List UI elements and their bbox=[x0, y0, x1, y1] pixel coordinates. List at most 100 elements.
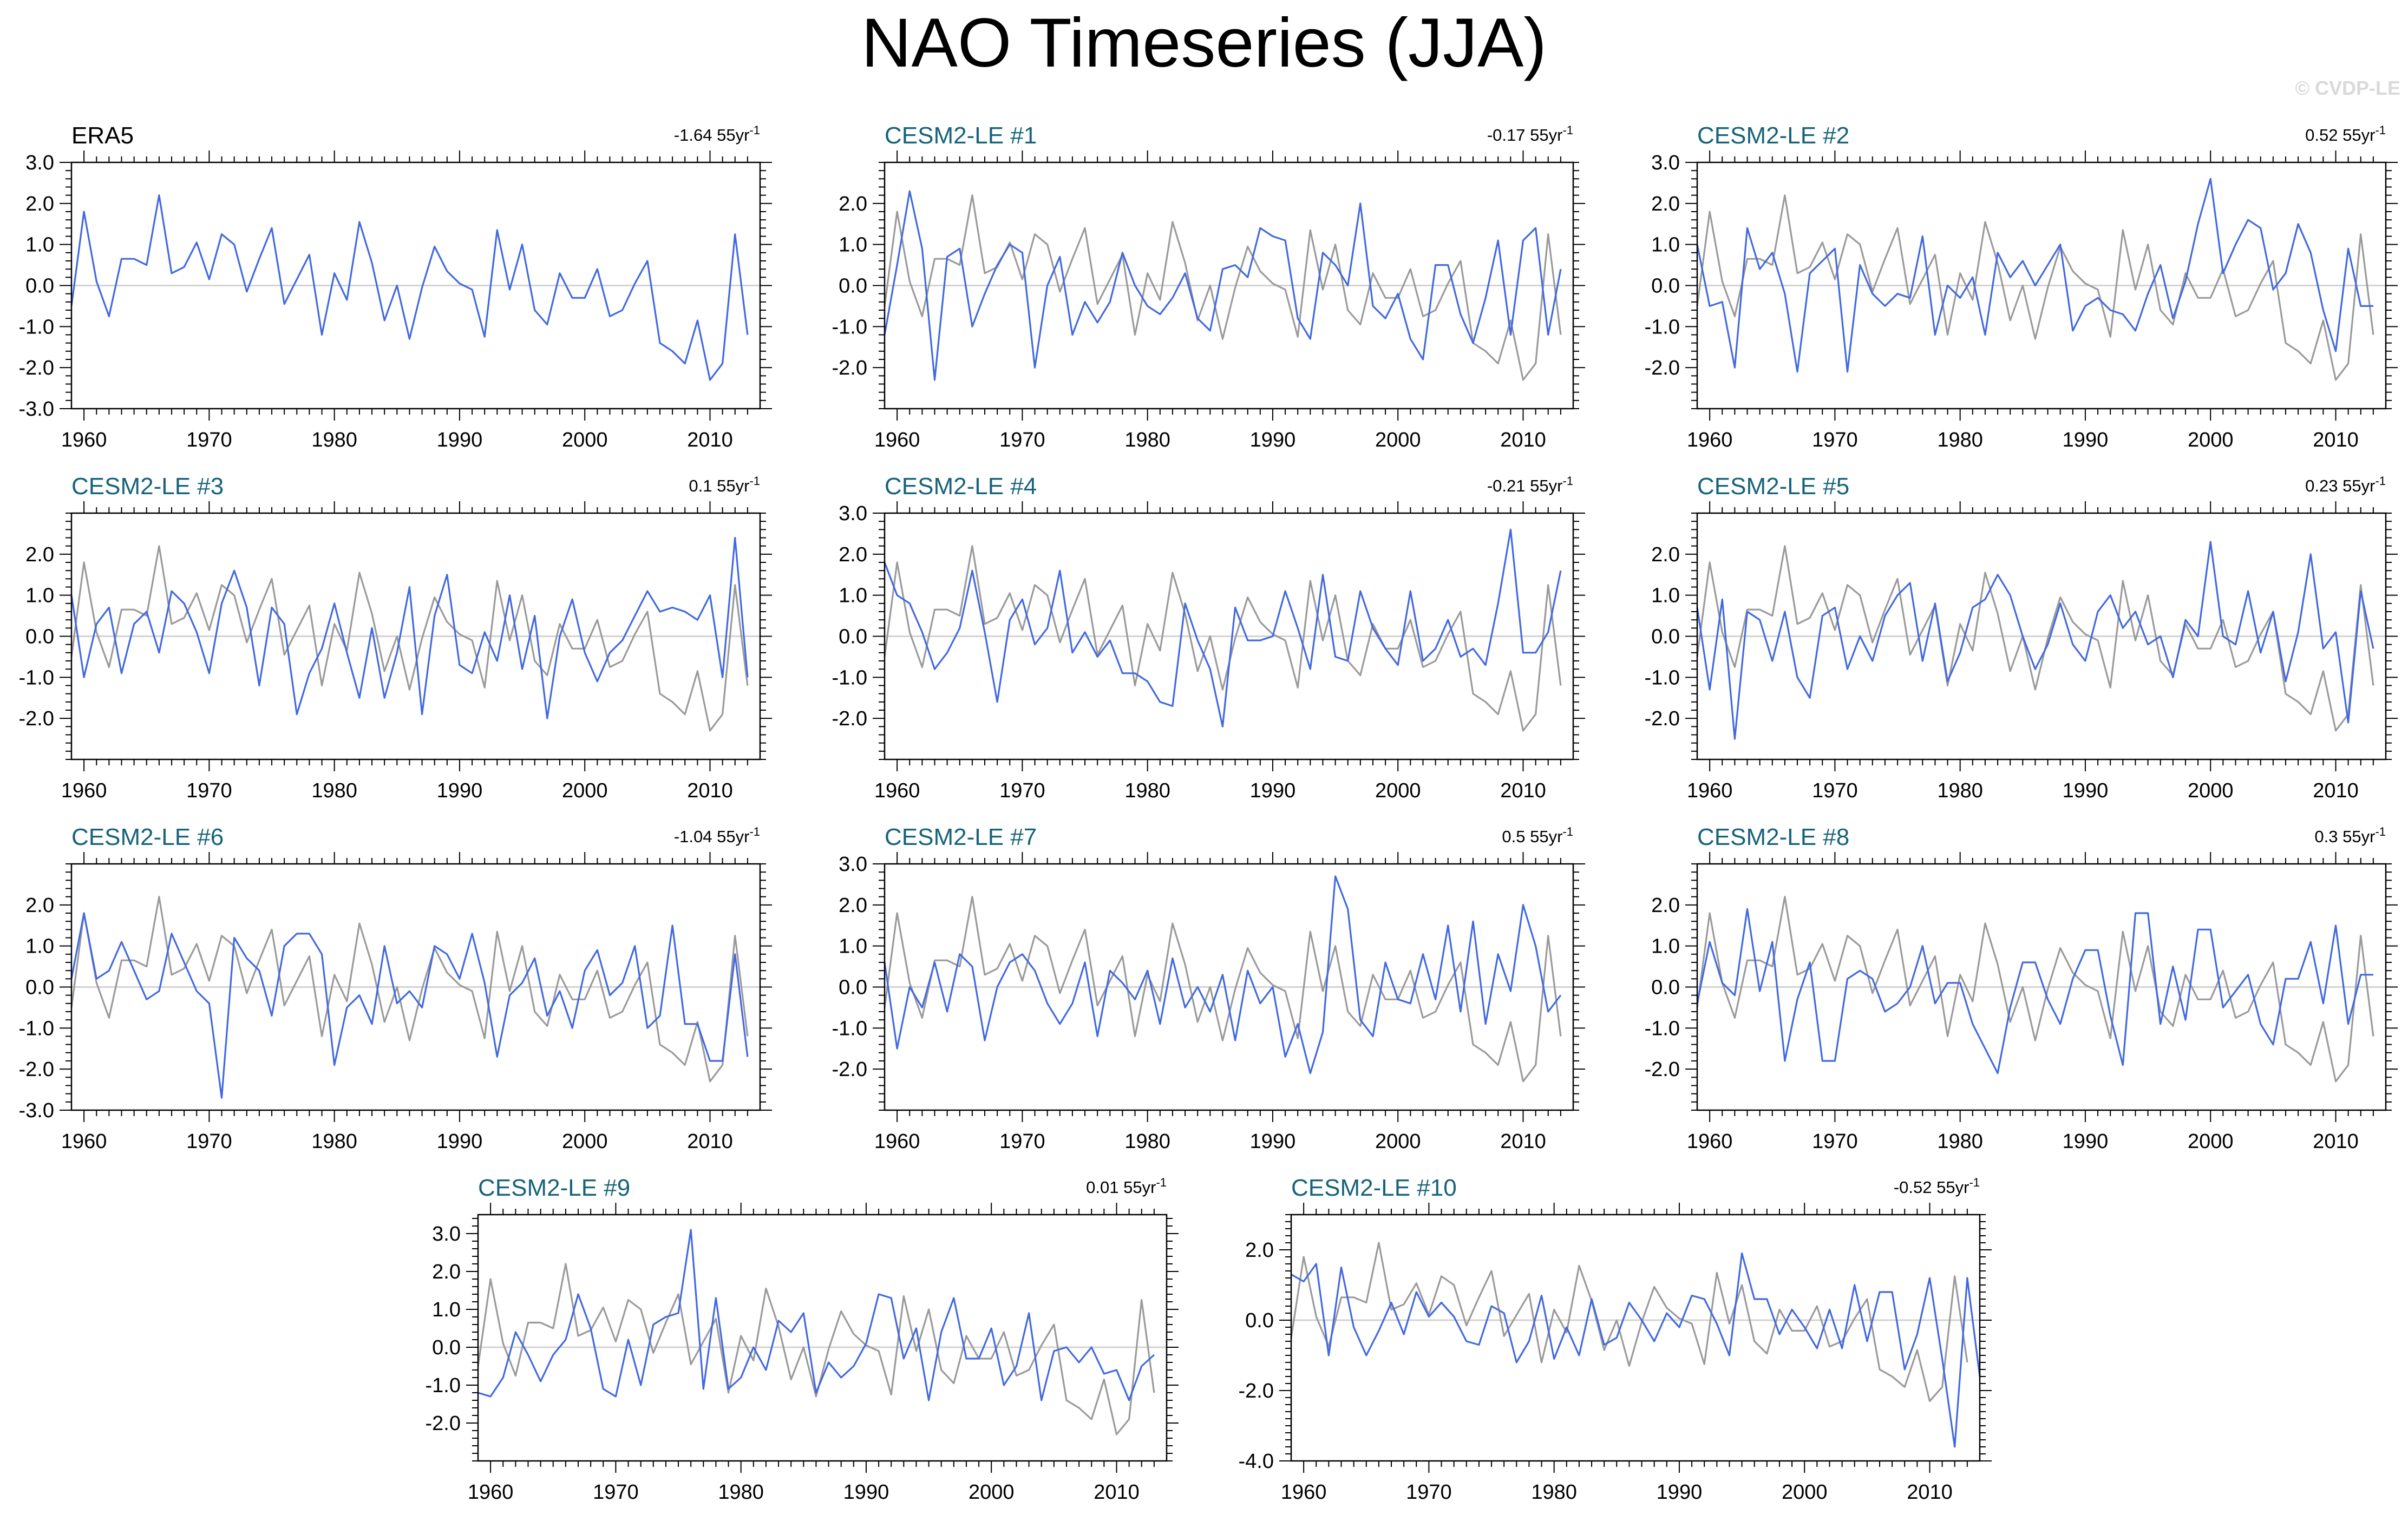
x-tick-label: 1960 bbox=[61, 1130, 107, 1153]
y-tick-label: 2.0 bbox=[25, 894, 54, 917]
x-tick-label: 1960 bbox=[874, 779, 920, 802]
x-tick-label: 1970 bbox=[186, 1130, 232, 1153]
x-tick-label: 1980 bbox=[311, 429, 357, 451]
chart-panel: -4.0 -2.0 0.0 2.0 1960 1970 1980 1990 2000 2010 CE… bbox=[1239, 1175, 1992, 1504]
y-tick-label: 2.0 bbox=[1651, 543, 1680, 566]
chart-panel: -2.0 -1.0 0.0 1.0 2.0 1960 1970 1980 1990 2000 201… bbox=[1645, 473, 2398, 802]
y-tick-label: -2.0 bbox=[832, 357, 867, 379]
obs-series-line bbox=[1290, 1242, 1968, 1402]
series-line bbox=[1696, 908, 2373, 1074]
x-tick-label: 2010 bbox=[1500, 779, 1546, 802]
x-tick-label: 1990 bbox=[437, 1130, 483, 1153]
x-tick-label: 1990 bbox=[1250, 1130, 1296, 1153]
y-tick-label: 2.0 bbox=[839, 894, 867, 917]
y-tick-label: 1.0 bbox=[1651, 234, 1680, 257]
y-tick-label: -3.0 bbox=[19, 398, 54, 421]
y-tick-label: 0.0 bbox=[1651, 976, 1680, 999]
x-tick-label: 2010 bbox=[687, 1130, 733, 1153]
y-tick-label: -2.0 bbox=[1645, 1058, 1680, 1081]
trend-label: 0.01 55yr-1 bbox=[1086, 1176, 1167, 1197]
panel-title: CESM2-LE #8 bbox=[1697, 824, 1849, 850]
x-tick-label: 1990 bbox=[1657, 1481, 1703, 1504]
trend-label: -0.52 55yr-1 bbox=[1894, 1176, 1980, 1197]
x-tick-label: 2000 bbox=[1375, 429, 1421, 451]
x-tick-label: 1970 bbox=[999, 779, 1045, 802]
y-tick-label: 1.0 bbox=[1651, 935, 1680, 958]
x-tick-label: 1990 bbox=[437, 429, 483, 451]
x-tick-label: 1970 bbox=[186, 429, 232, 451]
x-tick-label: 1990 bbox=[2063, 429, 2109, 451]
x-tick-label: 1960 bbox=[1281, 1481, 1327, 1504]
x-tick-label: 1960 bbox=[468, 1481, 514, 1504]
obs-series-line bbox=[884, 194, 1562, 381]
y-tick-label: -1.0 bbox=[832, 316, 867, 338]
panel-title: ERA5 bbox=[71, 122, 134, 149]
trend-label: 0.3 55yr-1 bbox=[2314, 825, 2386, 846]
x-tick-label: 1970 bbox=[593, 1481, 639, 1504]
panel-title: CESM2-LE #9 bbox=[478, 1175, 630, 1201]
x-tick-label: 2000 bbox=[2188, 429, 2234, 451]
y-tick-label: -2.0 bbox=[19, 357, 54, 379]
y-tick-label: -1.0 bbox=[1645, 1017, 1680, 1040]
y-tick-label: -1.0 bbox=[19, 316, 54, 338]
y-tick-label: -1.0 bbox=[832, 1017, 867, 1040]
y-tick-label: -2.0 bbox=[1239, 1380, 1274, 1402]
x-tick-label: 2010 bbox=[2313, 779, 2359, 802]
y-tick-label: -1.0 bbox=[1645, 316, 1680, 338]
x-tick-label: 2010 bbox=[1907, 1481, 1953, 1504]
x-tick-label: 2000 bbox=[562, 779, 608, 802]
series-line bbox=[70, 912, 749, 1099]
plot-frame bbox=[477, 1214, 1168, 1462]
x-tick-label: 1960 bbox=[61, 779, 107, 802]
trend-label: 0.1 55yr-1 bbox=[689, 474, 760, 495]
x-tick-label: 2000 bbox=[1375, 779, 1421, 802]
x-tick-label: 1960 bbox=[1687, 1130, 1733, 1153]
y-tick-label: -2.0 bbox=[1645, 357, 1680, 379]
trend-label: -1.04 55yr-1 bbox=[674, 825, 760, 846]
y-tick-label: -1.0 bbox=[426, 1374, 461, 1397]
x-tick-label: 1980 bbox=[718, 1481, 764, 1504]
x-tick-label: 1980 bbox=[1124, 1130, 1170, 1153]
y-tick-label: 1.0 bbox=[25, 585, 54, 607]
obs-series-line bbox=[1696, 896, 2374, 1083]
chart-panel: -2.0 -1.0 0.0 1.0 2.0 3.0 1960 1970 1980 1990 2000… bbox=[426, 1175, 1179, 1504]
chart-panel: -2.0 -1.0 0.0 1.0 2.0 3.0 1960 1970 1980 1990 2000… bbox=[832, 473, 1585, 802]
y-tick-label: 0.0 bbox=[432, 1336, 461, 1359]
y-tick-label: 2.0 bbox=[25, 193, 54, 215]
y-tick-label: -2.0 bbox=[426, 1412, 461, 1435]
credit-label: © CVDP-LE bbox=[2295, 77, 2400, 99]
y-tick-label: 0.0 bbox=[25, 626, 54, 648]
y-tick-label: 2.0 bbox=[839, 543, 867, 566]
y-tick-label: 3.0 bbox=[432, 1223, 461, 1245]
obs-series-line bbox=[884, 896, 1562, 1083]
x-tick-label: 2010 bbox=[2313, 429, 2359, 451]
obs-series-line bbox=[884, 545, 1562, 732]
chart-panel: -2.0 -1.0 0.0 1.0 2.0 3.0 1960 1970 1980 1990 2000… bbox=[832, 824, 1585, 1153]
trend-label: 0.23 55yr-1 bbox=[2305, 474, 2386, 495]
x-tick-label: 2000 bbox=[1782, 1481, 1828, 1504]
trend-label: -0.21 55yr-1 bbox=[1487, 474, 1573, 495]
obs-series-line bbox=[1696, 545, 2374, 732]
x-tick-label: 1980 bbox=[1937, 429, 1983, 451]
x-tick-label: 1990 bbox=[1250, 429, 1296, 451]
y-tick-label: 2.0 bbox=[1245, 1239, 1274, 1262]
y-tick-label: -2.0 bbox=[19, 707, 54, 730]
obs-series-line bbox=[477, 1263, 1155, 1435]
x-tick-label: 1980 bbox=[1937, 1130, 1983, 1153]
obs-series-line bbox=[70, 545, 749, 732]
x-tick-label: 2010 bbox=[687, 779, 733, 802]
y-tick-label: 1.0 bbox=[839, 935, 867, 958]
x-tick-label: 1970 bbox=[1812, 779, 1858, 802]
x-tick-label: 2000 bbox=[1375, 1130, 1421, 1153]
series-line bbox=[884, 528, 1562, 727]
x-tick-label: 1960 bbox=[874, 429, 920, 451]
panel-title: CESM2-LE #2 bbox=[1697, 122, 1849, 149]
chart-panel: -2.0 -1.0 0.0 1.0 2.0 1960 1970 1980 1990 2000 201… bbox=[832, 122, 1585, 451]
x-tick-label: 2000 bbox=[562, 429, 608, 451]
page-title: NAO Timeseries (JJA) bbox=[861, 4, 1547, 82]
chart-panel: -2.0 -1.0 0.0 1.0 2.0 1960 1970 1980 1990 2000 201… bbox=[19, 473, 772, 802]
panel-title: CESM2-LE #7 bbox=[885, 824, 1037, 850]
y-tick-label: 2.0 bbox=[1651, 193, 1680, 215]
x-tick-label: 1980 bbox=[1937, 779, 1983, 802]
y-tick-label: -2.0 bbox=[1645, 707, 1680, 730]
